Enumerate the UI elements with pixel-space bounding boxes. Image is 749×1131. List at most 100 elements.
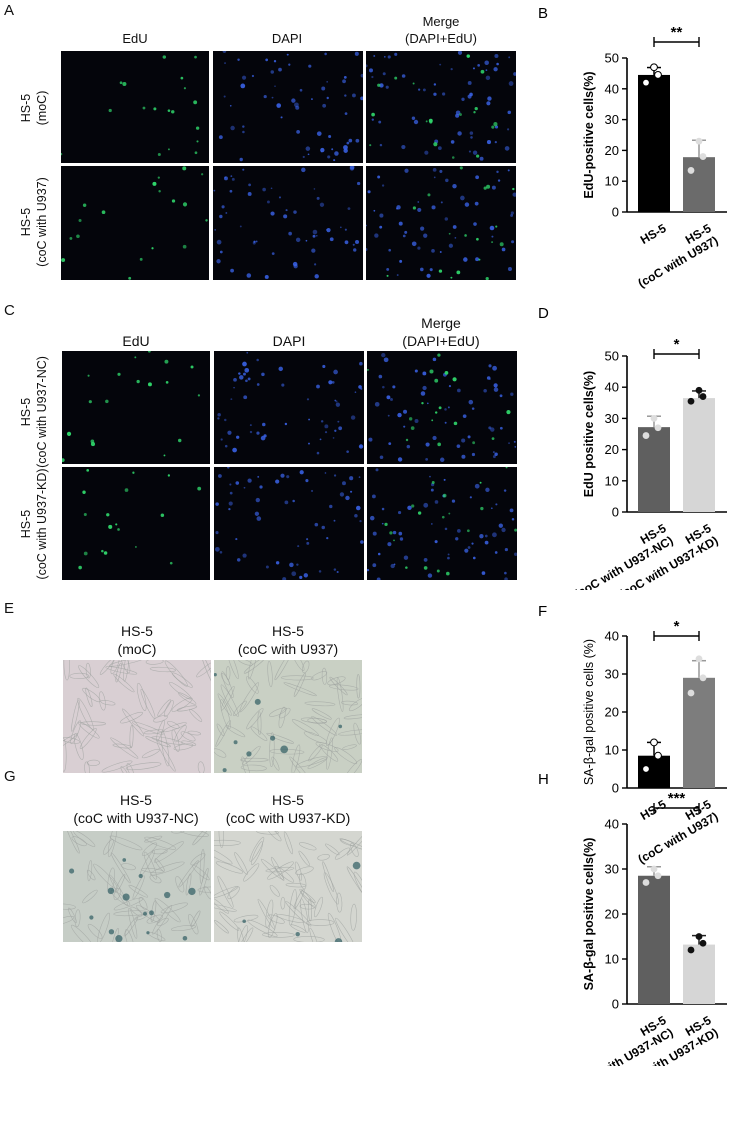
data-point [695,137,703,145]
data-point [695,386,703,394]
data-point [699,153,707,160]
bar [638,875,670,1004]
bar [638,755,670,788]
panel-label-a: A [4,2,15,19]
y-axis-label: EdU positive cells(%) [582,371,596,497]
panel-label-d: D [538,305,549,322]
micrograph-c-dapi-nc [214,351,364,464]
micrograph-c-merge-nc [367,351,517,464]
data-point [642,879,650,886]
header-e-coc: HS-5 (coC with U937) [237,623,339,657]
data-point [650,415,658,422]
data-point [654,71,662,79]
x-tick-label: HS-5 [638,221,669,247]
header-a-merge: Merge (DAPI+EdU) [405,14,477,46]
micrograph-c-edu-nc [62,351,210,464]
y-tick-label: 40 [605,380,619,395]
header-c-dapi: DAPI [272,333,306,349]
y-tick-label: 20 [605,442,619,457]
micrograph-a-merge-moc [366,51,516,163]
header-g-nc: HS-5 (coC with U937-NC) [73,792,199,826]
y-tick-label: 30 [605,112,619,127]
panel-label-b: B [538,5,548,22]
micrograph-g-nc [63,831,211,942]
data-point [687,167,695,174]
bar [683,398,715,512]
panel-label-f: F [538,603,547,620]
y-tick-label: 0 [612,505,619,520]
y-tick-label: 0 [612,997,619,1012]
micrograph-e-moc [63,660,211,773]
y-tick-label: 30 [605,667,619,682]
y-tick-label: 20 [605,143,619,158]
significance-stars: * [674,336,680,353]
data-point [642,765,650,773]
data-point [699,393,707,400]
micrograph-texture [63,660,211,773]
data-point [642,432,650,439]
data-point [695,933,703,940]
y-tick-label: 0 [612,205,619,220]
micrograph-texture [214,660,362,773]
micrograph-texture [62,351,201,463]
micrograph-c-dapi-kd [214,467,364,580]
data-point [654,751,662,760]
micrograph-texture [367,467,517,580]
y-axis-label: EdU-positive cells(%) [582,71,596,198]
micrograph-g-kd [214,831,362,942]
panel-label-g: G [4,768,16,785]
data-point [642,78,650,87]
data-point [650,738,658,747]
row-label-a-1: HS-5 (moC) [19,90,49,126]
panel-label-h: H [538,771,549,788]
y-tick-label: 40 [605,817,619,832]
micrograph-e-coc [214,660,362,773]
data-point [699,674,707,682]
data-point [699,939,707,947]
header-a-dapi: DAPI [271,31,303,46]
micrograph-a-edu-moc [61,51,209,163]
y-tick-label: 50 [605,51,619,66]
header-c-merge: Merge (DAPI+EdU) [402,315,480,349]
micrograph-texture [213,166,361,279]
svg-text:HS-5: HS-5 [638,221,669,247]
y-tick-label: 10 [605,174,619,189]
micrograph-c-edu-kd [62,467,210,580]
chart-d: D 0 10 20 30 40 50 EdU positive cells(%) HS-5 (co… [530,300,749,601]
header-c-edu: EdU [122,333,150,349]
y-tick-label: 10 [605,473,619,488]
bar [638,74,670,212]
micrograph-texture [366,51,516,161]
data-point [687,689,695,697]
y-tick-label: 40 [605,629,619,644]
chart-f: F 0 10 20 30 40 SA-β-gal positive cells (%) HS-… [530,598,749,868]
header-a-edu: EdU [122,31,148,46]
micrograph-a-dapi-moc [213,51,363,163]
row-label-c-1: HS-5 (coC with U937-NC) [19,356,49,468]
row-label-c-2: HS-5 (coC with U937-KD) [19,468,49,580]
panel-label-e: E [4,600,15,617]
micrograph-texture [217,351,364,455]
y-tick-label: 10 [605,743,619,758]
significance-stars: * [674,618,680,635]
micrograph-texture [367,352,517,463]
data-point [695,655,703,663]
y-tick-label: 30 [605,862,619,877]
bar [683,944,715,1004]
micrograph-texture [63,831,211,942]
y-tick-label: 30 [605,411,619,426]
micrograph-texture [366,166,516,280]
micrograph-texture [218,51,363,162]
data-point [687,397,695,405]
y-axis-label: SA-β-gal positive cells (%) [582,639,596,785]
header-e-moc: HS-5 (moC) [117,623,157,657]
y-tick-label: 0 [612,781,619,796]
micrograph-a-merge-coc [366,166,516,280]
micrograph-texture [61,166,208,280]
row-label-a-2: HS-5 (coC with U937) [19,177,49,267]
micrograph-c-merge-kd [367,467,517,580]
